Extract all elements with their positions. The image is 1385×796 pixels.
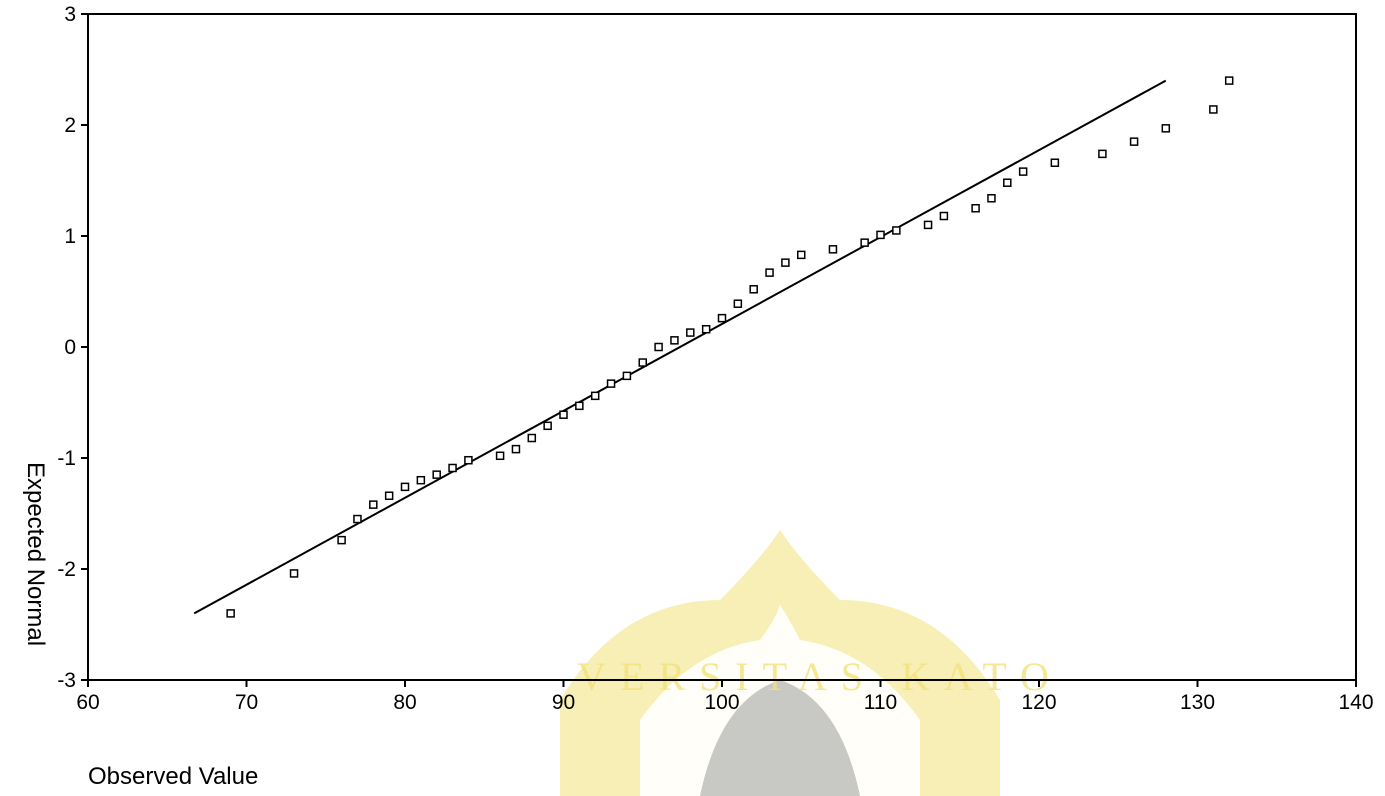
data-point — [749, 285, 758, 294]
x-tick-label: 140 — [1338, 691, 1373, 714]
data-point — [987, 194, 996, 203]
x-tick-label: 120 — [1021, 691, 1056, 714]
x-tick-label: 90 — [552, 691, 575, 714]
data-point — [1098, 149, 1107, 159]
x-axis: 60 70 80 90 100 110 120 130 140 — [76, 680, 1374, 714]
x-tick-label: 110 — [864, 691, 897, 714]
data-point — [1161, 124, 1171, 133]
x-tick-label: 60 — [76, 691, 99, 714]
y-tick-label: 0 — [64, 336, 76, 359]
data-point — [384, 491, 394, 500]
x-tick-label: 100 — [704, 691, 739, 714]
data-point — [701, 324, 711, 334]
data-point — [686, 328, 695, 337]
data-point — [1209, 105, 1218, 114]
reference-line — [193, 79, 1167, 615]
data-points — [226, 76, 1234, 618]
data-point — [654, 342, 663, 352]
data-point — [971, 204, 980, 213]
x-tick-label: 80 — [393, 691, 416, 714]
data-point — [1129, 137, 1139, 146]
data-point — [828, 245, 838, 254]
y-tick-label: 1 — [64, 225, 76, 248]
watermark-text: VERSITAS KATO — [577, 654, 1063, 699]
data-point — [1003, 178, 1012, 187]
data-point — [495, 451, 505, 461]
y-axis-title: Expected Normal — [22, 462, 49, 646]
data-point — [670, 336, 679, 345]
data-point — [400, 482, 410, 492]
seal-emblem — [700, 680, 860, 796]
data-point — [733, 299, 743, 308]
data-point — [543, 421, 552, 431]
data-point — [226, 609, 235, 618]
data-point — [590, 391, 600, 401]
data-point — [369, 500, 378, 509]
y-tick-label: -3 — [57, 669, 76, 692]
data-point — [527, 433, 537, 443]
data-point — [923, 220, 933, 230]
data-point — [464, 455, 473, 465]
data-point — [606, 379, 616, 388]
data-point — [416, 475, 426, 485]
x-axis-title: Observed Value — [88, 763, 258, 790]
data-point — [1018, 167, 1028, 176]
data-point — [289, 569, 299, 578]
data-point — [622, 371, 632, 381]
data-point — [1224, 76, 1234, 85]
data-point — [353, 514, 362, 524]
data-point — [448, 463, 457, 473]
university-seal-watermark: VERSITAS KATO — [560, 530, 1063, 796]
x-tick-label: 130 — [1180, 691, 1215, 714]
y-tick-label: -2 — [57, 558, 76, 581]
x-tick-label: 70 — [235, 691, 258, 714]
data-point — [939, 211, 949, 221]
data-point — [781, 258, 790, 267]
data-point — [337, 535, 346, 545]
data-point — [432, 470, 441, 479]
data-point — [797, 250, 806, 260]
data-point — [892, 226, 901, 235]
data-point — [1050, 158, 1060, 167]
y-tick-label: 2 — [64, 114, 76, 137]
data-point — [559, 410, 568, 419]
y-tick-label: -1 — [57, 447, 76, 470]
y-tick-label: 3 — [64, 3, 76, 26]
data-point — [765, 268, 774, 277]
data-point — [860, 238, 869, 247]
plot-frame — [87, 13, 1357, 681]
data-point — [638, 358, 647, 367]
data-point — [511, 444, 521, 454]
data-point — [575, 401, 584, 411]
data-point — [717, 313, 727, 323]
y-axis: -3 -2 -1 0 1 2 3 — [57, 3, 88, 692]
data-point — [876, 230, 885, 240]
